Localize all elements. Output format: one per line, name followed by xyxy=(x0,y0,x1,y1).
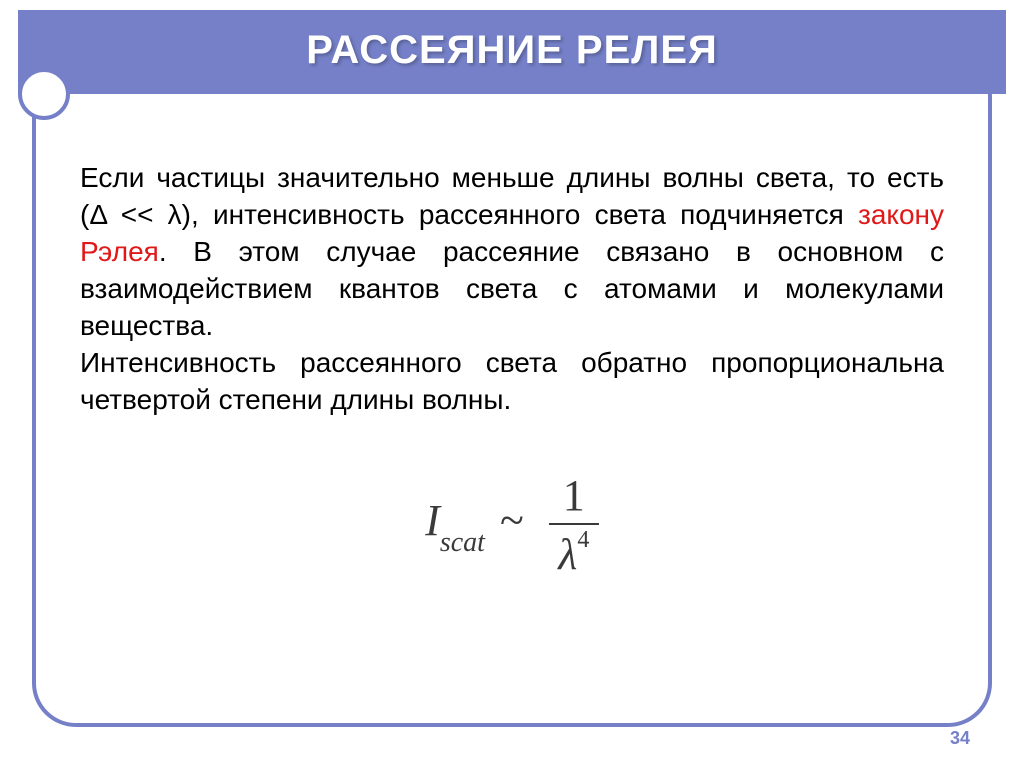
title-bar: РАССЕЯНИЕ РЕЛЕЯ xyxy=(18,10,1006,90)
slide-title: РАССЕЯНИЕ РЕЛЕЯ xyxy=(306,28,718,73)
title-bullet-icon xyxy=(18,68,70,120)
title-underline xyxy=(18,90,1006,94)
content-frame xyxy=(32,52,992,727)
page-number: 34 xyxy=(950,728,970,749)
